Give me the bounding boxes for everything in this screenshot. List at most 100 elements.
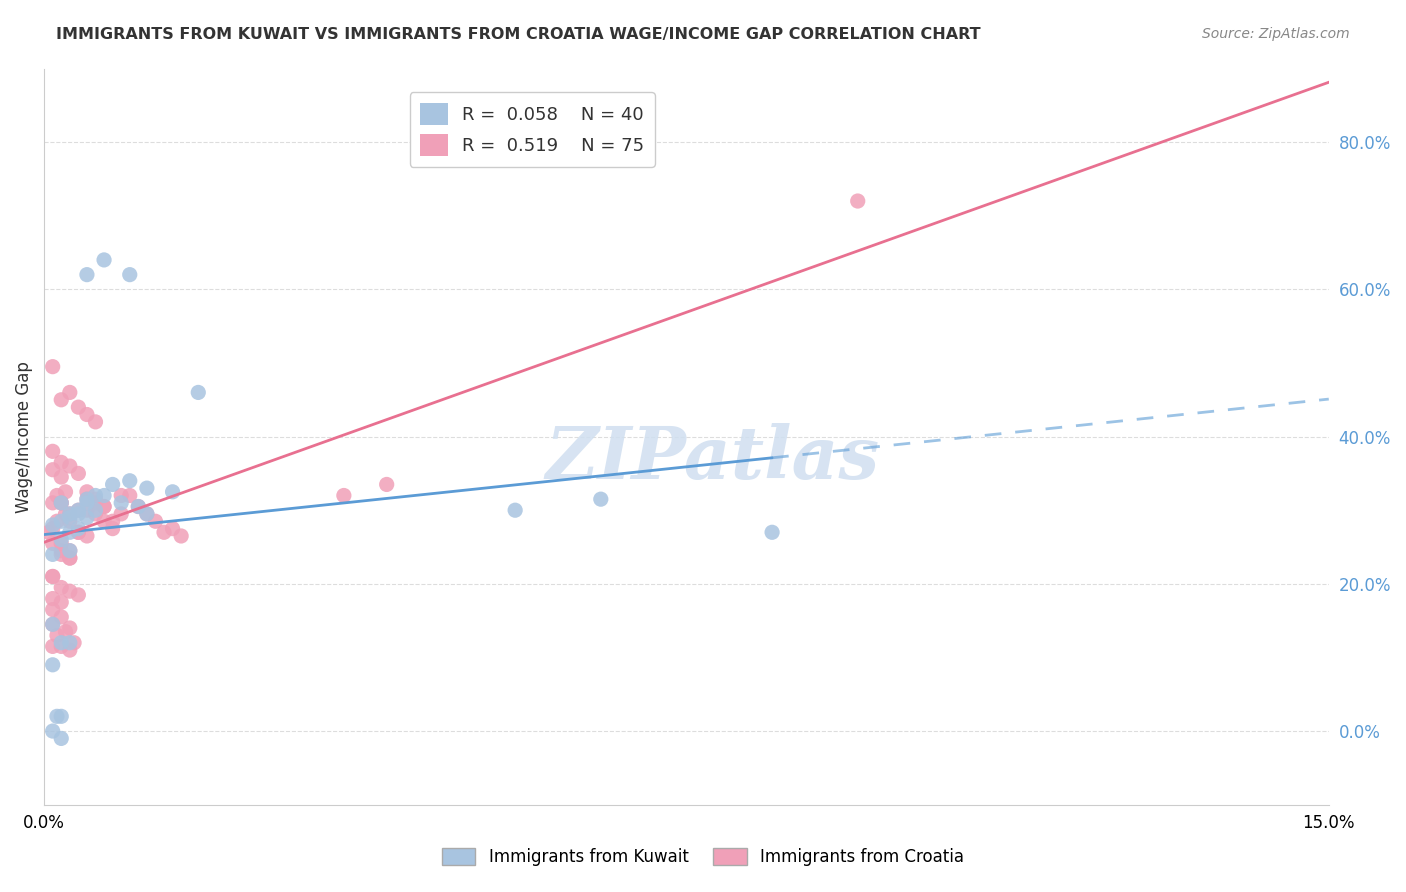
Point (51, 470, 73, 484)
Point (41, 617, 63, 632)
Point (76, 529, 98, 543)
Point (84, 492, 107, 507)
Point (93, 500, 115, 514)
Point (145, 514, 167, 528)
Point (41, 724, 63, 739)
Point (589, 492, 612, 507)
Point (51, 455, 73, 469)
Point (41, 591, 63, 606)
Point (46, 488, 69, 502)
Point (51, 610, 73, 624)
Point (67, 400, 90, 414)
Point (59, 551, 82, 566)
Point (76, 408, 98, 422)
Point (55, 507, 77, 521)
Point (59, 507, 82, 521)
Point (118, 488, 141, 502)
Point (59, 458, 82, 473)
Point (59, 636, 82, 650)
Point (84, 496, 107, 510)
Point (76, 492, 98, 507)
Point (63, 636, 86, 650)
Point (41, 463, 63, 477)
Point (51, 636, 73, 650)
Point (51, 595, 73, 609)
Point (51, 496, 73, 510)
Point (41, 522, 63, 536)
Point (59, 510, 82, 524)
Legend: R =  0.058    N = 40, R =  0.519    N = 75: R = 0.058 N = 40, R = 0.519 N = 75 (409, 92, 655, 167)
Point (59, 543, 82, 558)
Point (76, 510, 98, 524)
Point (135, 507, 157, 521)
Point (59, 525, 82, 540)
Point (51, 581, 73, 595)
Point (41, 359, 63, 374)
Point (59, 385, 82, 400)
Y-axis label: Wage/Income Gap: Wage/Income Gap (15, 360, 32, 513)
Point (375, 477, 398, 491)
Point (51, 514, 73, 528)
Point (41, 517, 63, 532)
Point (41, 640, 63, 654)
Point (41, 569, 63, 583)
Point (101, 522, 124, 536)
Point (76, 496, 98, 510)
Point (93, 252, 115, 267)
Point (110, 488, 132, 502)
Text: ZIPatlas: ZIPatlas (546, 423, 879, 494)
Point (67, 525, 90, 540)
Point (67, 525, 90, 540)
Point (67, 503, 90, 517)
Point (503, 503, 526, 517)
Point (51, 731, 73, 746)
Point (37, 525, 59, 540)
Point (46, 709, 69, 723)
Point (84, 507, 107, 521)
Point (46, 514, 69, 528)
Point (84, 488, 107, 502)
Point (84, 503, 107, 517)
Point (135, 507, 157, 521)
Point (93, 500, 115, 514)
Point (41, 496, 63, 510)
Point (59, 551, 82, 566)
Point (170, 529, 193, 543)
Point (55, 624, 77, 639)
Point (41, 657, 63, 672)
Point (55, 484, 77, 499)
Point (110, 507, 132, 521)
Point (76, 484, 98, 499)
Point (51, 548, 73, 562)
Point (46, 628, 69, 642)
Point (51, 496, 73, 510)
Point (59, 621, 82, 635)
Point (118, 268, 141, 282)
Point (51, 392, 73, 407)
Point (761, 525, 783, 540)
Point (67, 588, 90, 602)
Point (110, 496, 132, 510)
Point (41, 602, 63, 616)
Point (846, 194, 869, 208)
Point (76, 268, 98, 282)
Text: Source: ZipAtlas.com: Source: ZipAtlas.com (1202, 27, 1350, 41)
Point (59, 543, 82, 558)
Point (51, 496, 73, 510)
Point (101, 514, 124, 528)
Point (127, 500, 149, 514)
Point (51, 543, 73, 558)
Point (41, 548, 63, 562)
Point (59, 507, 82, 521)
Point (162, 522, 184, 536)
Point (51, 533, 73, 547)
Point (67, 522, 90, 536)
Legend: Immigrants from Kuwait, Immigrants from Croatia: Immigrants from Kuwait, Immigrants from … (433, 840, 973, 875)
Point (67, 503, 90, 517)
Point (76, 503, 98, 517)
Point (101, 477, 124, 491)
Point (118, 474, 141, 488)
Point (84, 415, 107, 429)
Point (51, 536, 73, 550)
Point (93, 488, 115, 502)
